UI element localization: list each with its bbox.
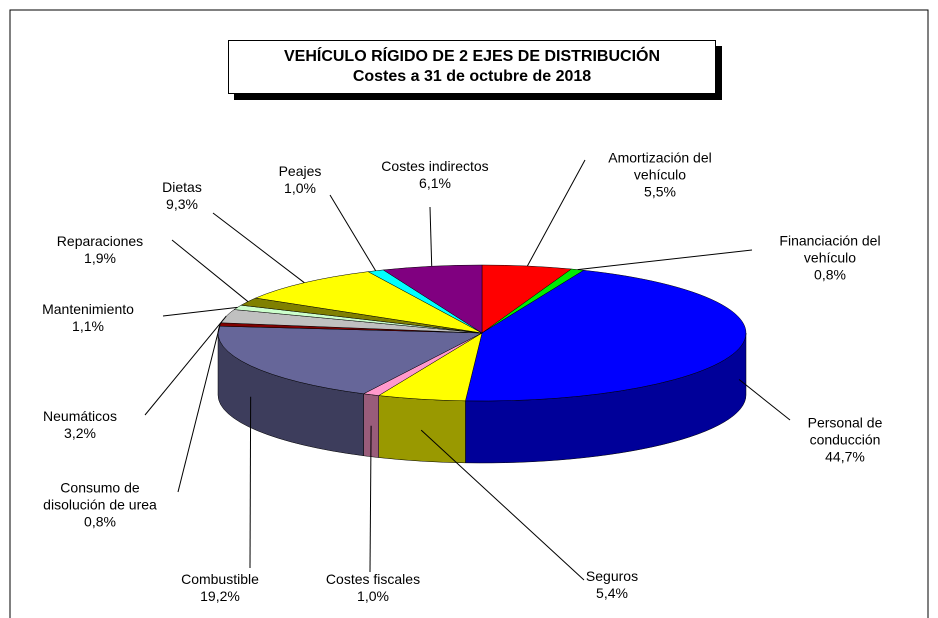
- category-label: Mantenimiento: [42, 301, 134, 317]
- value-label: 1,9%: [84, 250, 116, 266]
- data-label: Consumo de disolución de urea 0,8%: [38, 480, 163, 531]
- category-label: Financiación del vehículo: [779, 232, 881, 266]
- value-label: 5,5%: [644, 183, 676, 200]
- pie-slice: [382, 264, 483, 334]
- leader-line: [171, 239, 249, 302]
- leader-line: [144, 315, 227, 416]
- value-label: 1,0%: [284, 180, 316, 196]
- value-label: 1,1%: [72, 318, 104, 334]
- pie-slice: [465, 270, 747, 402]
- category-label: Personal de conducción: [807, 414, 883, 448]
- value-label: 6,1%: [419, 175, 451, 191]
- category-label: Combustible: [181, 571, 259, 587]
- leader-line: [329, 194, 377, 272]
- data-label: Costes indirectos 6,1%: [365, 158, 505, 192]
- leader-line: [369, 425, 372, 573]
- value-label: 44,7%: [825, 448, 865, 465]
- data-label: Amortización del vehículo 5,5%: [590, 150, 730, 201]
- category-label: Consumo de disolución de urea: [43, 479, 157, 513]
- value-label: 19,2%: [200, 588, 240, 604]
- leader-line: [577, 249, 753, 271]
- category-label: Costes fiscales: [325, 571, 421, 587]
- data-label: Dietas 9,3%: [142, 179, 222, 213]
- category-label: Amortización del vehículo: [608, 149, 712, 183]
- chart-subtitle: Costes a 31 de octubre de 2018: [352, 68, 592, 85]
- data-label: Combustible 19,2%: [165, 571, 275, 605]
- pie-slice: [254, 271, 483, 334]
- leader-line: [162, 306, 238, 317]
- leader-line: [420, 429, 585, 581]
- data-label: Seguros 5,4%: [567, 568, 657, 602]
- data-label: Neumáticos 3,2%: [30, 408, 130, 442]
- value-label: 9,3%: [166, 196, 198, 212]
- leader-line: [429, 206, 433, 267]
- value-label: 1,0%: [357, 588, 389, 604]
- data-label: Peajes 1,0%: [265, 163, 335, 197]
- category-label: Costes indirectos: [381, 158, 489, 174]
- pie-slice: [217, 325, 483, 395]
- leader-line: [738, 379, 791, 421]
- value-label: 0,8%: [814, 266, 846, 283]
- leader-line: [249, 396, 252, 569]
- category-label: Dietas: [162, 179, 202, 195]
- value-label: 3,2%: [64, 425, 96, 441]
- data-label: Costes fiscales 1,0%: [308, 571, 438, 605]
- leader-line: [212, 212, 305, 284]
- category-label: Reparaciones: [56, 233, 144, 249]
- leader-line: [177, 324, 221, 493]
- data-label: Reparaciones 1,9%: [35, 233, 165, 267]
- value-label: 0,8%: [84, 513, 116, 530]
- category-label: Peajes: [278, 163, 322, 179]
- leader-line: [526, 159, 586, 267]
- chart-title: VEHÍCULO RÍGIDO DE 2 EJES DE DISTRIBUCIÓ…: [283, 48, 661, 65]
- data-label: Personal de conducción 44,7%: [790, 415, 900, 466]
- data-label: Financiación del vehículo 0,8%: [760, 233, 900, 284]
- category-label: Seguros: [585, 568, 639, 584]
- pie-side: [378, 395, 466, 464]
- data-label: Mantenimiento 1,1%: [23, 301, 153, 335]
- category-label: Neumáticos: [43, 408, 117, 424]
- frame: [9, 9, 929, 618]
- value-label: 5,4%: [596, 585, 628, 601]
- title-box: VEHÍCULO RÍGIDO DE 2 EJES DE DISTRIBUCIÓ…: [228, 40, 716, 94]
